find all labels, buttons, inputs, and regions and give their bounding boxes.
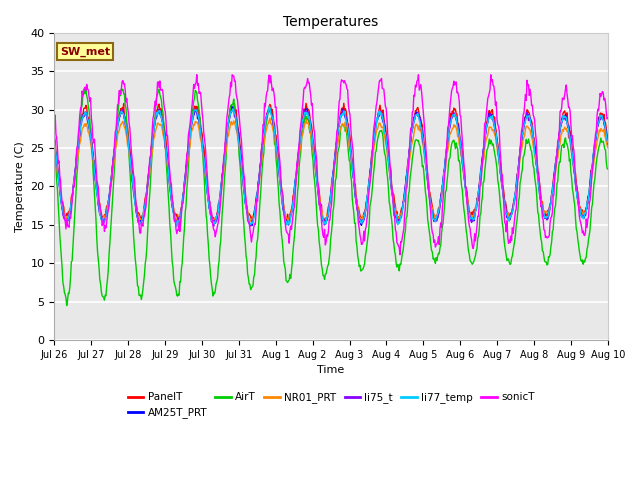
Line: NR01_PRT: NR01_PRT: [54, 118, 608, 224]
sonicT: [604, 115, 612, 121]
AM25T_PRT: [248, 223, 256, 228]
NR01_PRT: [323, 221, 330, 227]
PanelT: [173, 216, 181, 222]
sonicT: [61, 216, 68, 222]
li77_temp: [173, 224, 180, 229]
li75_t: [203, 186, 211, 192]
PanelT: [416, 115, 424, 120]
AirT: [175, 292, 183, 298]
AM25T_PRT: [51, 140, 58, 145]
li77_temp: [604, 140, 612, 145]
AirT: [400, 241, 408, 247]
sonicT: [193, 72, 200, 78]
Line: li77_temp: li77_temp: [54, 107, 608, 227]
AM25T_PRT: [173, 218, 181, 224]
AM25T_PRT: [400, 198, 408, 204]
Text: SW_met: SW_met: [60, 47, 110, 57]
NR01_PRT: [266, 115, 274, 121]
X-axis label: Time: Time: [317, 365, 345, 375]
AirT: [61, 289, 68, 295]
AirT: [416, 143, 424, 149]
Line: AM25T_PRT: AM25T_PRT: [54, 107, 608, 226]
PanelT: [61, 210, 68, 216]
AM25T_PRT: [61, 216, 68, 221]
li77_temp: [416, 119, 424, 125]
Line: PanelT: PanelT: [54, 103, 608, 225]
li77_temp: [204, 192, 211, 198]
NR01_PRT: [203, 184, 211, 190]
li75_t: [173, 220, 181, 226]
NR01_PRT: [118, 121, 125, 127]
AM25T_PRT: [604, 142, 612, 148]
AM25T_PRT: [118, 108, 125, 114]
PanelT: [285, 222, 292, 228]
Line: li75_t: li75_t: [54, 109, 608, 226]
AirT: [63, 303, 70, 309]
PanelT: [400, 195, 408, 201]
sonicT: [396, 252, 404, 258]
AirT: [604, 166, 612, 172]
NR01_PRT: [173, 218, 181, 224]
li75_t: [266, 106, 274, 112]
PanelT: [604, 137, 612, 143]
Line: sonicT: sonicT: [54, 75, 608, 255]
AM25T_PRT: [416, 115, 424, 121]
NR01_PRT: [400, 199, 408, 205]
AirT: [119, 86, 127, 92]
AM25T_PRT: [203, 184, 211, 190]
li75_t: [51, 135, 58, 141]
Y-axis label: Temperature (C): Temperature (C): [15, 141, 25, 232]
PanelT: [340, 100, 348, 106]
li75_t: [247, 223, 255, 229]
Line: AirT: AirT: [54, 88, 608, 306]
PanelT: [203, 179, 211, 184]
li77_temp: [266, 104, 273, 109]
Legend: PanelT, AM25T_PRT, AirT, NR01_PRT, li75_t, li77_temp, sonicT: PanelT, AM25T_PRT, AirT, NR01_PRT, li75_…: [124, 388, 539, 423]
sonicT: [204, 180, 211, 185]
li75_t: [61, 216, 68, 222]
NR01_PRT: [604, 145, 612, 151]
li77_temp: [61, 213, 68, 218]
li77_temp: [175, 221, 182, 227]
sonicT: [173, 227, 181, 233]
sonicT: [51, 116, 58, 121]
li77_temp: [118, 108, 125, 114]
sonicT: [400, 226, 408, 232]
Title: Temperatures: Temperatures: [284, 15, 379, 29]
li75_t: [416, 115, 424, 120]
sonicT: [118, 86, 125, 92]
NR01_PRT: [51, 147, 58, 153]
li75_t: [118, 108, 125, 114]
AirT: [205, 241, 212, 247]
li75_t: [604, 139, 612, 144]
AirT: [81, 85, 88, 91]
li75_t: [400, 198, 408, 204]
NR01_PRT: [61, 214, 68, 219]
NR01_PRT: [416, 128, 424, 133]
sonicT: [416, 84, 424, 90]
li77_temp: [51, 138, 58, 144]
AirT: [51, 138, 58, 144]
li77_temp: [400, 198, 408, 204]
PanelT: [118, 106, 125, 112]
PanelT: [51, 133, 58, 139]
AM25T_PRT: [228, 104, 236, 109]
